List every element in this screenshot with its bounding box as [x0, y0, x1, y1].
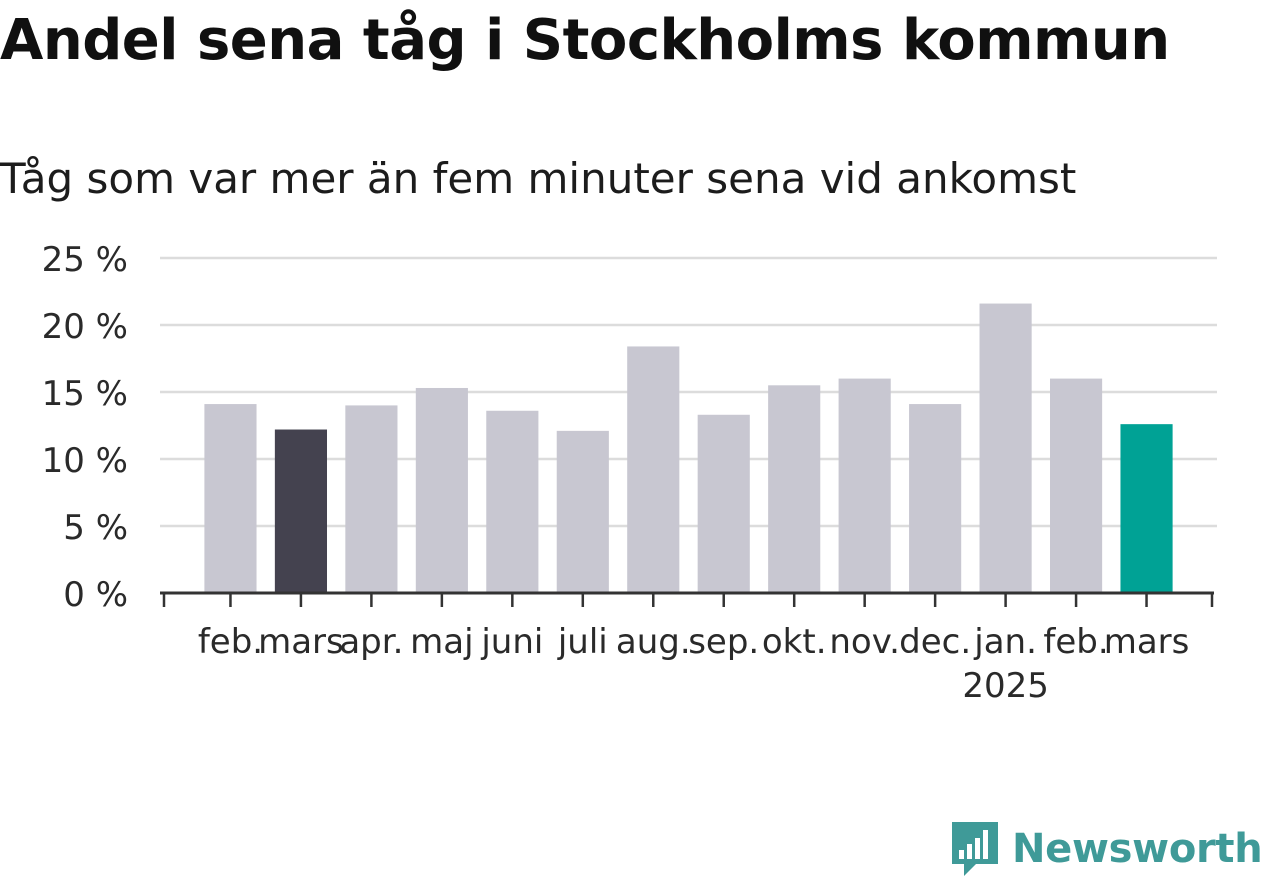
bar	[345, 405, 398, 593]
chart-subtitle: Tåg som var mer än fem minuter sena vid …	[0, 154, 1077, 203]
x-tick-label: juni	[480, 622, 543, 662]
x-tick-label: juli	[557, 622, 608, 662]
y-tick-label: 15 %	[42, 374, 128, 414]
brand-name: Newsworthy	[1012, 826, 1262, 872]
x-tick-label: apr.	[339, 622, 403, 662]
newsworthy-logo-icon	[952, 822, 998, 876]
bar	[909, 404, 962, 593]
bar	[204, 404, 257, 593]
bar	[486, 410, 539, 593]
x-tick-label: jan.	[973, 622, 1037, 662]
y-tick-label: 10 %	[42, 441, 128, 481]
x-tick-label: aug.	[616, 622, 691, 662]
bar	[979, 303, 1032, 593]
bar	[768, 385, 821, 593]
bar	[627, 346, 680, 593]
y-tick-label: 5 %	[63, 508, 128, 548]
y-tick-label: 20 %	[42, 307, 128, 347]
x-tick-label: sep.	[688, 622, 759, 662]
bar	[556, 430, 609, 593]
bar	[838, 378, 891, 593]
x-year-label: 2025	[962, 666, 1049, 706]
x-axis	[160, 591, 1214, 607]
x-tick-label: mars	[1104, 622, 1190, 662]
bar	[274, 429, 328, 593]
grid-lines	[160, 256, 1217, 528]
x-tick-label: maj	[410, 622, 473, 662]
bar	[1120, 424, 1173, 593]
bars	[204, 303, 1173, 593]
x-tick-label: okt.	[762, 622, 827, 662]
x-tick-label: dec.	[899, 622, 971, 662]
x-tick-label: nov.	[829, 622, 900, 662]
bar	[415, 387, 468, 593]
chart-title: Andel sena tåg i Stockholms kommun	[0, 8, 1170, 73]
bar	[1049, 378, 1103, 593]
x-tick-label: feb.	[198, 622, 263, 662]
bar	[697, 414, 750, 593]
x-tick-label: mars	[258, 622, 344, 662]
y-tick-label: 0 %	[63, 575, 128, 615]
y-tick-label: 25 %	[42, 240, 128, 280]
brand-logo: Newsworthy	[950, 818, 1262, 880]
x-tick-label: feb.	[1043, 622, 1108, 662]
